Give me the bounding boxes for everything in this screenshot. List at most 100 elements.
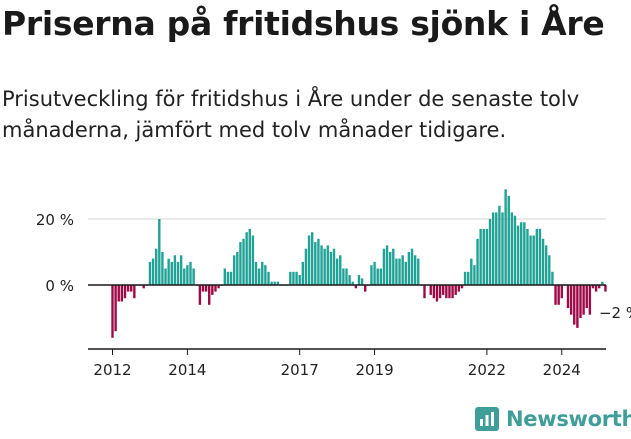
bar (560, 285, 563, 299)
bar (601, 281, 604, 285)
bar (298, 275, 301, 285)
bar (198, 285, 202, 305)
bar (398, 258, 401, 285)
bar (588, 285, 592, 315)
bar (323, 248, 326, 285)
bar (254, 261, 258, 285)
bar (548, 255, 551, 285)
bar (314, 242, 317, 285)
page-title: Priserna på fritidshus sjönk i Åre (2, 4, 605, 43)
bar (264, 265, 267, 285)
bar (176, 261, 180, 285)
bar (348, 275, 351, 285)
bar (201, 285, 205, 292)
bar (566, 285, 570, 309)
bar (479, 228, 482, 285)
bar (360, 278, 364, 285)
bar (223, 268, 227, 285)
bar (504, 189, 507, 285)
x-tick-label: 2014 (168, 361, 206, 379)
bar (463, 271, 467, 285)
bar (117, 285, 120, 302)
brand-logo: Newsworthy (474, 406, 631, 432)
bar (457, 285, 461, 292)
bar (151, 258, 155, 285)
bar (292, 271, 295, 285)
bar (204, 285, 208, 292)
bar (470, 258, 473, 285)
bar (395, 258, 398, 285)
bar (251, 235, 255, 285)
bar (236, 252, 239, 285)
bar (604, 285, 607, 292)
bar (317, 238, 320, 285)
bar (161, 252, 164, 285)
bar (585, 285, 588, 309)
bar (476, 238, 479, 285)
bar (385, 245, 389, 285)
bar (232, 255, 236, 285)
bar (541, 238, 545, 285)
bar (310, 232, 314, 285)
bar (142, 285, 145, 289)
bar (404, 261, 407, 285)
chart-subtitle: Prisutveckling för fritidshus i Åre unde… (2, 87, 580, 142)
x-tick-label: 2022 (468, 361, 506, 379)
bar (569, 285, 573, 315)
bar (164, 268, 167, 285)
bar (373, 261, 376, 285)
bar (413, 255, 417, 285)
bar (379, 268, 383, 285)
bar (189, 261, 192, 285)
bar (594, 285, 598, 292)
bar (438, 285, 442, 299)
bar (357, 275, 361, 285)
x-tick-label: 2024 (543, 361, 581, 379)
bar (532, 235, 535, 285)
bar (158, 219, 161, 285)
bar (451, 285, 454, 299)
bar (242, 238, 245, 285)
bar (417, 258, 420, 285)
bar (329, 252, 333, 285)
bar (442, 285, 445, 295)
bar (154, 248, 158, 285)
bar (582, 285, 585, 315)
bar (186, 265, 189, 285)
bar (488, 219, 492, 285)
bar (179, 255, 183, 285)
bar (554, 285, 557, 305)
bar (507, 195, 510, 285)
bar (214, 285, 217, 292)
last-value-annotation: −2 % (599, 304, 631, 322)
bar (448, 285, 451, 299)
bar (289, 271, 292, 285)
bar (226, 271, 230, 285)
bar (267, 271, 270, 285)
bar (454, 285, 457, 295)
bar (208, 285, 211, 305)
bar (579, 285, 582, 318)
bar (423, 285, 426, 299)
bar (538, 228, 542, 285)
bar (520, 222, 523, 285)
bar (364, 285, 367, 292)
x-tick-label: 2012 (93, 361, 131, 379)
bar (510, 212, 514, 285)
bar (513, 215, 517, 285)
x-tick-label: 2017 (281, 361, 319, 379)
bar (170, 261, 173, 285)
bar (229, 271, 233, 285)
bar (557, 285, 560, 305)
bar (326, 245, 329, 285)
bar (523, 222, 526, 285)
bar (576, 285, 579, 328)
bar (460, 285, 464, 289)
newsworthy-logo-icon (475, 407, 499, 431)
brand-name: Newsworthy (506, 407, 631, 431)
bar (482, 228, 485, 285)
bar (130, 285, 133, 292)
bar-chart: 20 % 0 % 2012 2014 2017 2019 2022 2024 −2 % (36, 189, 631, 379)
bar (501, 212, 504, 285)
bar (526, 228, 529, 285)
